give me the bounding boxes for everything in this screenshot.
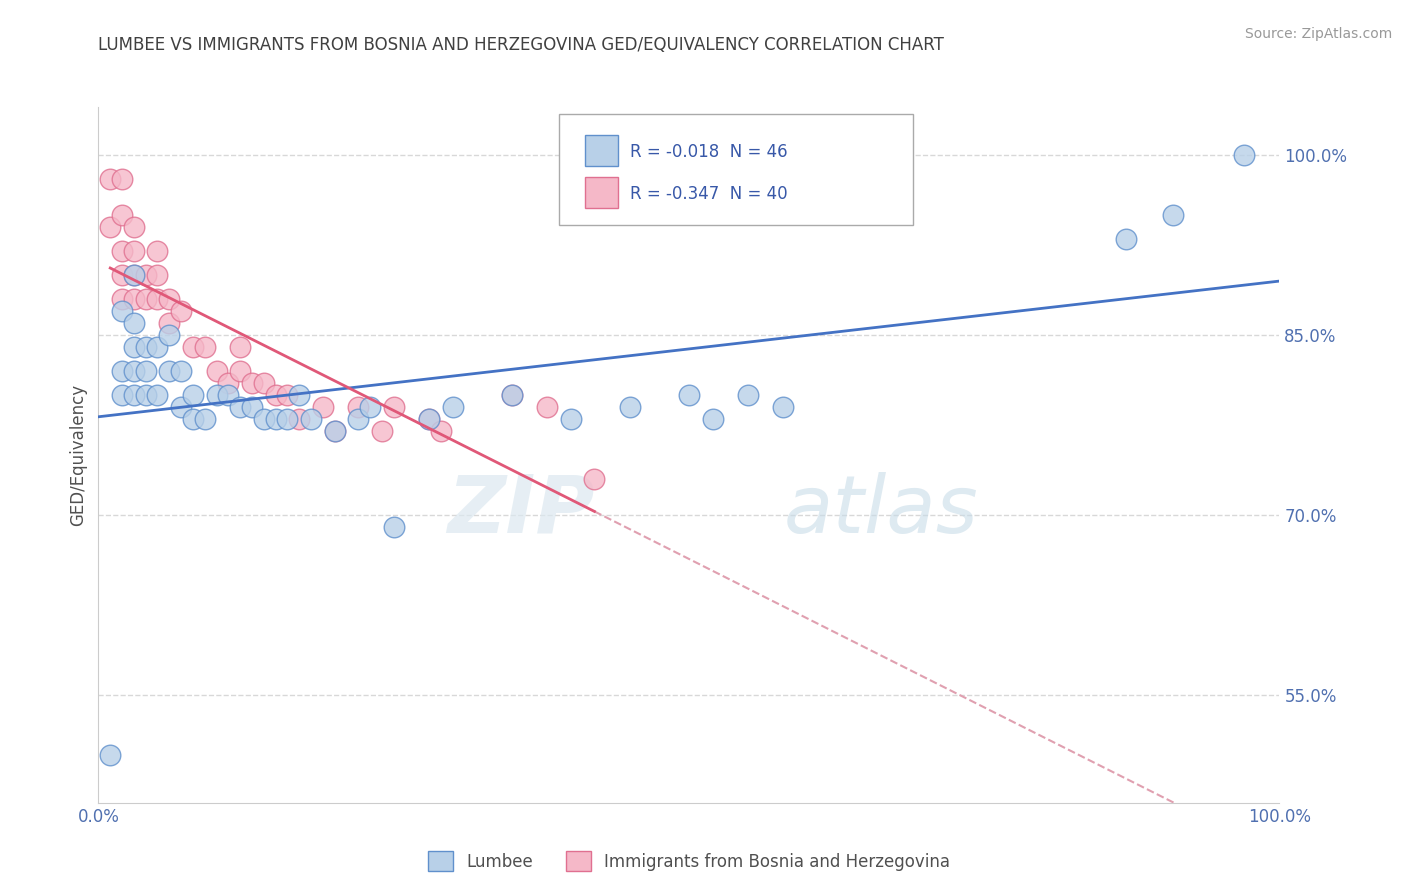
Point [135, 340, 157, 354]
Point [299, 412, 322, 426]
Point [371, 424, 394, 438]
Text: LUMBEE VS IMMIGRANTS FROM BOSNIA AND HERZEGOVINA GED/EQUIVALENCY CORRELATION CHA: LUMBEE VS IMMIGRANTS FROM BOSNIA AND HER… [98, 36, 945, 54]
Point [146, 388, 169, 402]
Point [111, 244, 134, 258]
Point [347, 400, 370, 414]
Point [501, 388, 523, 402]
Point [536, 400, 558, 414]
Point [122, 364, 145, 378]
Point [146, 244, 169, 258]
Point [194, 412, 217, 426]
Point [122, 268, 145, 282]
Point [560, 412, 582, 426]
Point [135, 388, 157, 402]
Point [264, 388, 287, 402]
Point [146, 268, 169, 282]
Point [276, 412, 298, 426]
Point [122, 340, 145, 354]
Point [122, 244, 145, 258]
Point [111, 172, 134, 186]
Point [253, 376, 276, 390]
Point [146, 292, 169, 306]
Point [1233, 148, 1256, 162]
Point [619, 400, 641, 414]
Point [98, 172, 121, 186]
Point [382, 400, 405, 414]
Point [240, 376, 263, 390]
Point [181, 340, 204, 354]
Point [359, 400, 381, 414]
Point [229, 364, 252, 378]
Point [157, 316, 180, 330]
Text: ZIP: ZIP [447, 472, 595, 549]
Point [135, 292, 157, 306]
Point [240, 400, 263, 414]
Point [501, 388, 523, 402]
Point [111, 364, 134, 378]
Point [276, 388, 298, 402]
Point [157, 328, 180, 343]
Point [1161, 208, 1184, 222]
Text: R = -0.018  N = 46: R = -0.018 N = 46 [630, 144, 787, 161]
Point [111, 268, 134, 282]
FancyBboxPatch shape [560, 114, 914, 226]
Point [382, 520, 405, 534]
Y-axis label: GED/Equivalency: GED/Equivalency [69, 384, 87, 526]
Point [418, 412, 440, 426]
Point [98, 219, 121, 234]
Point [122, 268, 145, 282]
Point [122, 316, 145, 330]
Point [1115, 232, 1137, 246]
Point [323, 424, 346, 438]
Text: atlas: atlas [783, 472, 979, 549]
Point [678, 388, 700, 402]
Point [170, 304, 193, 318]
Point [135, 364, 157, 378]
Bar [585, 135, 619, 166]
Point [146, 340, 169, 354]
Point [157, 364, 180, 378]
Point [111, 292, 134, 306]
Point [111, 388, 134, 402]
Point [702, 412, 724, 426]
Point [122, 219, 145, 234]
Point [181, 412, 204, 426]
Point [217, 388, 239, 402]
Point [288, 412, 311, 426]
Point [170, 364, 193, 378]
Point [347, 412, 370, 426]
Text: Source: ZipAtlas.com: Source: ZipAtlas.com [1244, 27, 1392, 41]
Legend: Lumbee, Immigrants from Bosnia and Herzegovina: Lumbee, Immigrants from Bosnia and Herze… [420, 845, 957, 878]
Point [229, 400, 252, 414]
Text: R = -0.347  N = 40: R = -0.347 N = 40 [630, 185, 787, 203]
Point [217, 376, 239, 390]
Point [98, 747, 121, 762]
Bar [585, 177, 619, 208]
Point [264, 412, 287, 426]
Point [430, 424, 453, 438]
Point [122, 388, 145, 402]
Point [111, 304, 134, 318]
Point [288, 388, 311, 402]
Point [312, 400, 335, 414]
Point [205, 364, 228, 378]
Point [253, 412, 276, 426]
Point [205, 388, 228, 402]
Point [194, 340, 217, 354]
Point [170, 400, 193, 414]
Point [157, 292, 180, 306]
Point [441, 400, 464, 414]
Point [122, 292, 145, 306]
Point [418, 412, 440, 426]
Point [772, 400, 794, 414]
Point [229, 340, 252, 354]
Point [323, 424, 346, 438]
Point [181, 388, 204, 402]
Point [111, 208, 134, 222]
Point [737, 388, 759, 402]
Point [583, 472, 606, 486]
Point [135, 268, 157, 282]
